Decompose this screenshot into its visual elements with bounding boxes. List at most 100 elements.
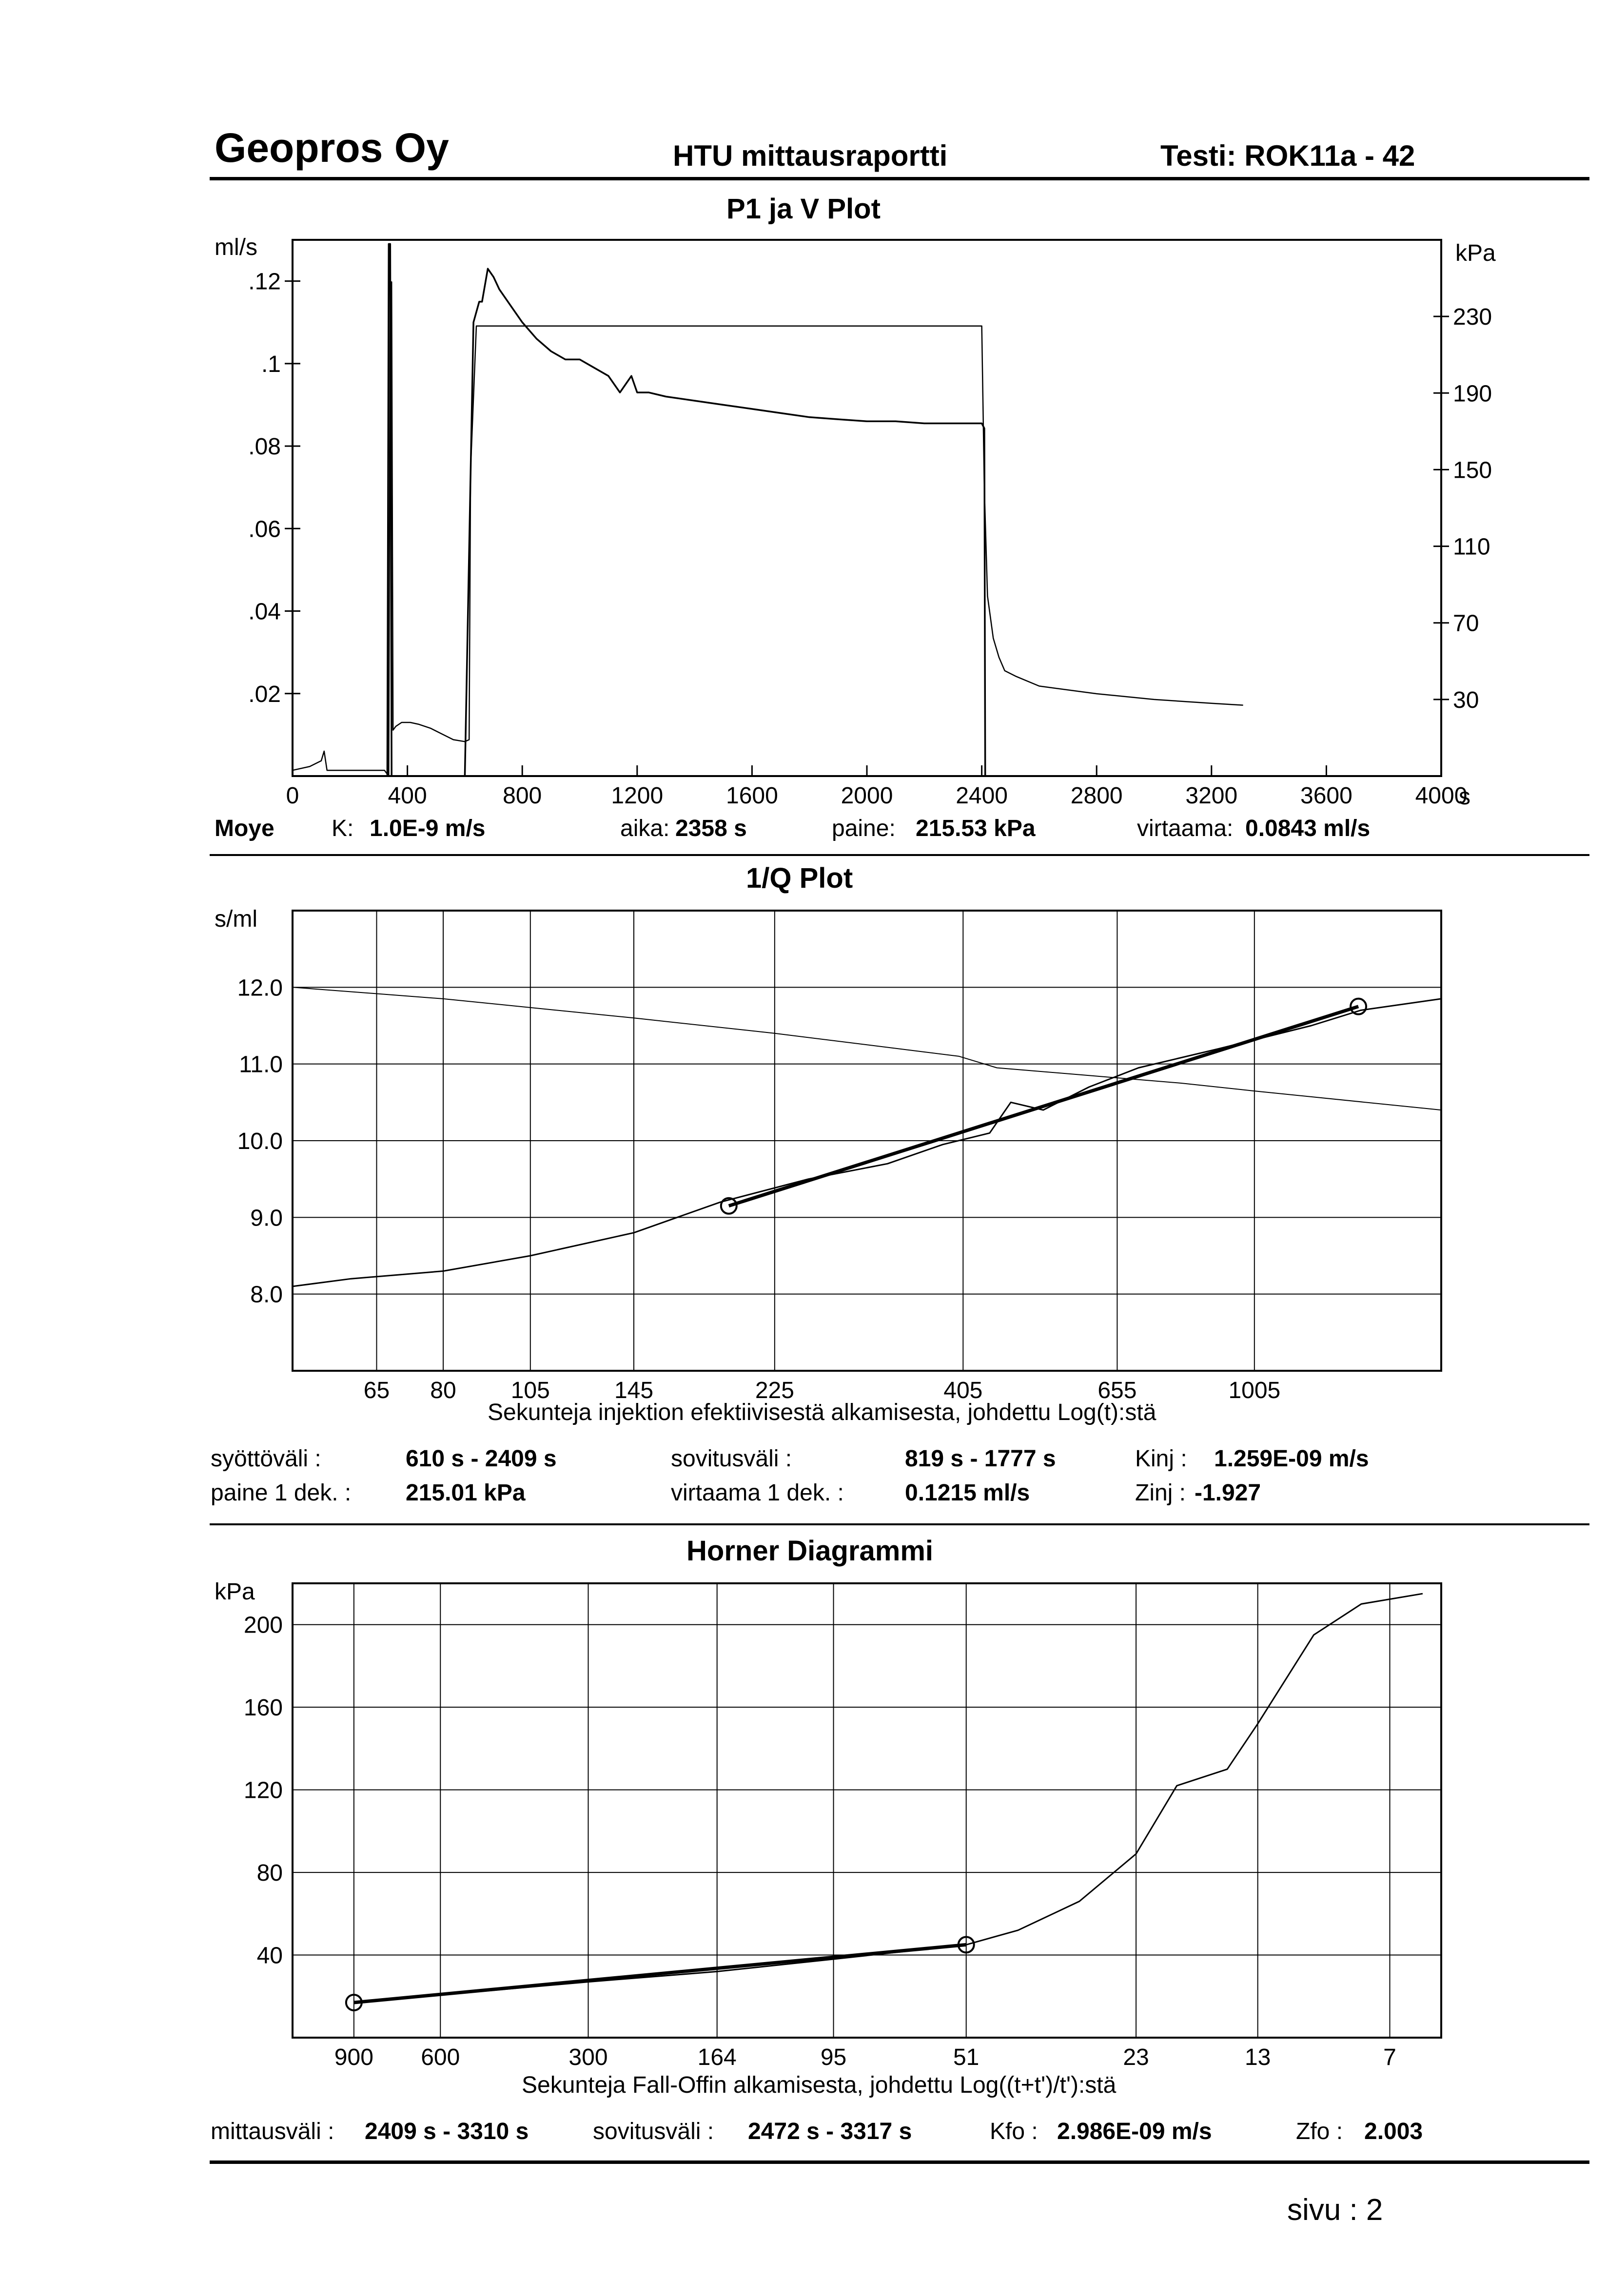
plot2-y-unit: s/ml	[215, 906, 257, 932]
plot2-fit-endpoint	[720, 1197, 738, 1215]
company-name: Geopros Oy	[215, 125, 449, 171]
footer-rule	[210, 2160, 1589, 2164]
plot2-x-tick-label: 80	[430, 1378, 456, 1403]
plot2-x-tick-label: 1005	[1228, 1378, 1280, 1403]
plot2-x-tick-label: 105	[511, 1378, 550, 1403]
plot2-y-tick-label: 11.0	[239, 1052, 283, 1078]
plot3-title: Horner Diagrammi	[686, 1535, 934, 1567]
plot1-x-tick-label: 2400	[956, 783, 1008, 809]
plot2-y-tick-label: 10.0	[237, 1129, 283, 1154]
plot2-y-tick-label: 8.0	[250, 1282, 283, 1308]
plot1-title: P1 ja V Plot	[726, 193, 881, 225]
plot3-fit-label: sovitusväli :	[593, 2119, 714, 2144]
plot2-kinj-value: 1.259E-09 m/s	[1214, 1446, 1369, 1472]
plot3-x-tick-label: 600	[421, 2044, 460, 2070]
plot3-chart: 900 600 300 164 95 51 23 13 7 40 80 120 160 200	[244, 1582, 1442, 2070]
plot3-x-tick-label: 51	[953, 2044, 979, 2070]
plot2-x-tick-label: 225	[755, 1378, 794, 1403]
plot3-y-tick-label: 40	[257, 1943, 283, 1969]
plot3-x-tick-label: 95	[821, 2044, 846, 2070]
plot1-flow-value: 0.0843 ml/s	[1245, 816, 1371, 841]
plot1-pressure-value: 215.53 kPa	[916, 816, 1036, 841]
plot1-left-tick-label: .06	[248, 516, 281, 542]
plot1-left-tick-label: .1	[261, 351, 281, 377]
plot2-fit-label: sovitusväli :	[671, 1446, 792, 1472]
plot1-x-tick-label: 0	[286, 783, 299, 809]
plot2-p1-label: paine 1 dek. :	[211, 1480, 352, 1506]
plot1-right-tick-label: 110	[1453, 534, 1490, 560]
plot3-y-tick-label: 80	[257, 1860, 283, 1886]
plot2-zinj-label: Zinj :	[1135, 1480, 1186, 1506]
plot1-x-tick-label: 2800	[1071, 783, 1123, 809]
plot2-x-tick-label: 405	[943, 1378, 982, 1403]
plot1-right-tick-label: 150	[1453, 457, 1492, 483]
plot2-y-tick-label: 9.0	[250, 1205, 283, 1231]
page-number: sivu : 2	[1287, 2193, 1383, 2227]
plot3-data-line	[353, 1593, 1423, 2004]
plot2-fit-value: 819 s - 1777 s	[905, 1446, 1056, 1472]
plot1-right-tick-label: 30	[1453, 687, 1479, 713]
plot1-pressure-label: paine:	[832, 816, 896, 841]
plot1-flow-line	[293, 243, 986, 777]
plot3-y-tick-label: 160	[244, 1695, 283, 1721]
plot1-k-value: 1.0E-9 m/s	[370, 816, 486, 841]
plot3-zfo-label: Zfo :	[1296, 2119, 1343, 2144]
plot2-kinj-label: Kinj :	[1135, 1446, 1187, 1472]
plot1-left-tick-label: .02	[248, 681, 281, 707]
plot2-x-tick-label: 145	[614, 1378, 653, 1403]
plot2-fit-line	[728, 1005, 1359, 1208]
plot1-flow-label: virtaama:	[1137, 816, 1234, 841]
plot3-x-tick-label: 164	[698, 2044, 737, 2070]
plot1-left-tick-label: .12	[248, 269, 281, 295]
plot2-y-tick-label: 12.0	[237, 975, 283, 1001]
plot1-x-tick-label: 1200	[611, 783, 663, 809]
plot1-x-tick-label: 4000	[1415, 783, 1468, 809]
plot2-zinj-value: -1.927	[1195, 1480, 1261, 1506]
plot1-right-tick-label: 70	[1453, 611, 1479, 637]
plot3-zfo-value: 2.003	[1364, 2119, 1423, 2144]
plot2-q1-label: virtaama 1 dek. :	[671, 1480, 844, 1506]
plot1-x-unit: s	[1459, 784, 1470, 810]
plot2-flow-line	[292, 987, 1442, 1111]
plot1-x-tick-label: 3600	[1300, 783, 1352, 809]
plot1-x-tick-label: 3200	[1185, 783, 1237, 809]
plot2-p1-value: 215.01 kPa	[406, 1480, 526, 1506]
plot3-y-unit: kPa	[215, 1579, 255, 1605]
plot3-kfo-value: 2.986E-09 m/s	[1057, 2119, 1212, 2144]
plot1-right-tick-label: 190	[1453, 381, 1492, 407]
test-id: Testi: ROK11a - 42	[1160, 139, 1415, 172]
plot2-feed-label: syöttöväli :	[211, 1446, 321, 1472]
plot2-x-tick-label: 65	[364, 1378, 390, 1403]
report-title: HTU mittausraportti	[673, 139, 948, 172]
plot1-rule	[210, 854, 1589, 856]
plot1-x-tick-label: 800	[503, 783, 542, 809]
plot2-title: 1/Q Plot	[746, 862, 853, 894]
plot2-chart: 65 80 105 145 225 405 655 1005 8.0 9.0 10.0 11.0 12.…	[237, 910, 1442, 1403]
plot1-method: Moye	[215, 816, 274, 841]
plot1-x-tick-label: 400	[388, 783, 427, 809]
plot2-fit-endpoint	[1350, 997, 1368, 1015]
plot1-right-unit: kPa	[1455, 240, 1496, 266]
plot1-right-tick-label: 230	[1453, 304, 1492, 330]
plot2-q1-value: 0.1215 ml/s	[905, 1480, 1030, 1506]
plot1-x-tick-label: 1600	[726, 783, 778, 809]
plot1-time-value: 2358 s	[675, 816, 747, 841]
plot3-x-tick-label: 23	[1123, 2044, 1149, 2070]
plot1-time-label: aika:	[620, 816, 670, 841]
plot3-meas-value: 2409 s - 3310 s	[365, 2119, 529, 2144]
plot3-fit-value: 2472 s - 3317 s	[748, 2119, 912, 2144]
plot3-fit-endpoint	[345, 1993, 363, 2011]
plot3-fit-line	[353, 1943, 967, 2004]
plot3-fit-endpoint	[957, 1936, 975, 1954]
plot3-x-tick-label: 300	[568, 2044, 608, 2070]
plot3-x-tick-label: 900	[334, 2044, 373, 2070]
plot1-pressure-line	[292, 281, 1243, 777]
plot2-x-label: Sekunteja injektion efektiivisestä alkam…	[488, 1400, 1156, 1425]
plot3-frame	[292, 1582, 1442, 2039]
plot3-y-tick-label: 200	[244, 1613, 283, 1638]
plot3-x-tick-label: 7	[1383, 2044, 1396, 2070]
plot1-k-label: K:	[332, 816, 354, 841]
header-rule	[210, 177, 1589, 180]
plot3-x-label: Sekunteja Fall-Offin alkamisesta, johdet…	[522, 2072, 1117, 2098]
plot2-x-tick-label: 655	[1097, 1378, 1137, 1403]
